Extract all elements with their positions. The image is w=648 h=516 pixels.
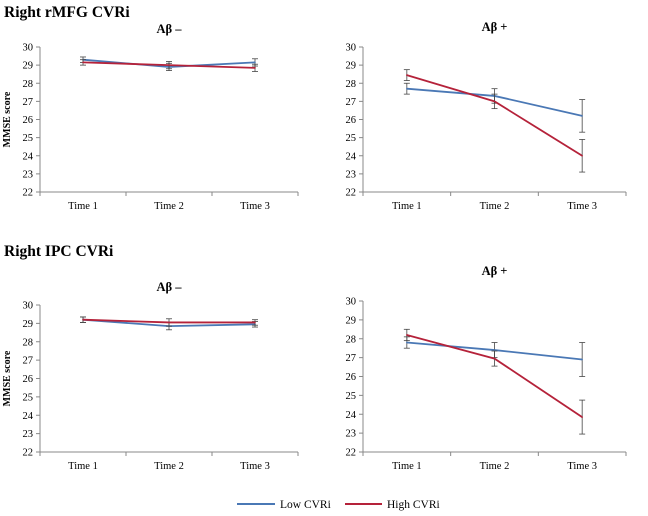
y-tick-label: 26 xyxy=(23,374,34,385)
data-point-high-cvri xyxy=(168,64,170,66)
x-tick-label: Time 2 xyxy=(154,201,184,212)
y-tick-label: 23 xyxy=(23,429,34,440)
y-tick-label: 29 xyxy=(23,61,34,72)
y-tick-label: 25 xyxy=(23,392,34,403)
y-tick-label: 23 xyxy=(346,429,357,440)
y-tick-label: 27 xyxy=(346,353,357,364)
panel-title: Aβ + xyxy=(482,264,508,278)
panel-title: Aβ – xyxy=(157,280,183,294)
y-tick-label: 25 xyxy=(346,133,357,144)
x-tick-label: Time 2 xyxy=(480,201,510,212)
x-tick-label: Time 1 xyxy=(68,461,98,472)
x-tick-label: Time 1 xyxy=(68,201,98,212)
data-point-low-cvri xyxy=(493,349,496,351)
y-tick-label: 28 xyxy=(23,79,34,90)
y-tick-label: 29 xyxy=(23,319,34,330)
y-tick-label: 24 xyxy=(23,411,34,422)
data-point-high-cvri xyxy=(82,61,84,64)
data-point-high-cvri xyxy=(406,74,408,76)
data-point-low-cvri xyxy=(406,87,408,90)
section-title-ipc: Right IPC CVRi xyxy=(4,243,114,260)
legend-label-low-cvri: Low CVRi xyxy=(280,499,331,511)
y-tick-label: 30 xyxy=(346,43,357,54)
panel-ipc-abeta-pos: Aβ + 22 23 24 25 26 27 28 29 30 Time 1 Time 2 Time 3 xyxy=(346,264,627,472)
x-tick-label: Time 3 xyxy=(567,461,597,472)
panel-title: Aβ + xyxy=(482,20,508,34)
x-tick-label: Time 3 xyxy=(240,201,270,212)
data-point-high-cvri xyxy=(406,334,408,336)
y-tick-label: 22 xyxy=(23,448,34,459)
data-point-high-cvri xyxy=(254,321,256,324)
y-tick-label: 30 xyxy=(23,301,34,312)
panel-rmfg-abeta-pos: Aβ + 22 23 24 25 26 27 28 29 30 Time 1 Time 2 Time 3 xyxy=(346,20,627,212)
y-tick-label: 23 xyxy=(23,169,34,180)
data-point-low-cvri xyxy=(581,358,583,361)
section-title-rmfg: Right rMFG CVRi xyxy=(4,4,130,21)
y-tick-label: 27 xyxy=(23,356,34,367)
panel-ipc-abeta-neg: Aβ – MMSE score 22 23 24 25 26 27 28 29 30 Time 1 Ti… xyxy=(2,280,299,472)
legend-label-high-cvri: High CVRi xyxy=(387,499,440,511)
y-tick-label: 28 xyxy=(346,334,357,345)
y-tick-label: 26 xyxy=(346,372,357,383)
legend: Low CVRi High CVRi xyxy=(237,499,440,511)
data-point-high-cvri xyxy=(493,100,496,103)
y-tick-label: 23 xyxy=(346,169,357,180)
data-point-high-cvri xyxy=(581,154,583,157)
y-tick-label: 26 xyxy=(23,115,34,126)
x-tick-label: Time 2 xyxy=(480,461,510,472)
y-tick-label: 30 xyxy=(23,43,34,54)
y-tick-label: 29 xyxy=(346,61,357,72)
y-tick-label: 22 xyxy=(346,188,357,199)
x-tick-label: Time 1 xyxy=(392,201,422,212)
y-tick-label: 25 xyxy=(23,133,34,144)
x-tick-label: Time 3 xyxy=(567,201,597,212)
x-tick-label: Time 3 xyxy=(240,461,270,472)
panel-title: Aβ – xyxy=(157,22,183,36)
data-point-high-cvri xyxy=(168,321,170,324)
data-point-high-cvri xyxy=(82,318,84,321)
y-tick-label: 22 xyxy=(23,188,34,199)
y-tick-label: 24 xyxy=(23,151,34,162)
y-tick-label: 28 xyxy=(23,337,34,348)
y-axis-label: MMSE score xyxy=(2,91,13,147)
data-point-high-cvri xyxy=(254,67,256,69)
y-tick-label: 27 xyxy=(346,97,357,108)
y-tick-label: 29 xyxy=(346,315,357,326)
y-tick-label: 27 xyxy=(23,97,34,108)
panel-rmfg-abeta-neg: Aβ – MMSE score 22 23 24 25 26 27 28 29 30 Time 1 Ti… xyxy=(2,22,299,212)
y-tick-label: 25 xyxy=(346,391,357,402)
y-tick-label: 26 xyxy=(346,115,357,126)
data-point-low-cvri xyxy=(406,341,408,344)
data-point-high-cvri xyxy=(493,357,496,360)
y-tick-label: 30 xyxy=(346,297,357,308)
y-tick-label: 22 xyxy=(346,448,357,459)
y-axis-label: MMSE score xyxy=(2,350,13,406)
y-tick-label: 24 xyxy=(346,410,357,421)
y-tick-label: 24 xyxy=(346,151,357,162)
y-tick-label: 28 xyxy=(346,79,357,90)
data-point-low-cvri xyxy=(581,115,583,117)
data-point-low-cvri xyxy=(254,61,256,64)
x-tick-label: Time 1 xyxy=(392,461,422,472)
x-tick-label: Time 2 xyxy=(154,461,184,472)
series-line-high-cvri xyxy=(406,74,583,157)
data-point-high-cvri xyxy=(581,416,583,418)
